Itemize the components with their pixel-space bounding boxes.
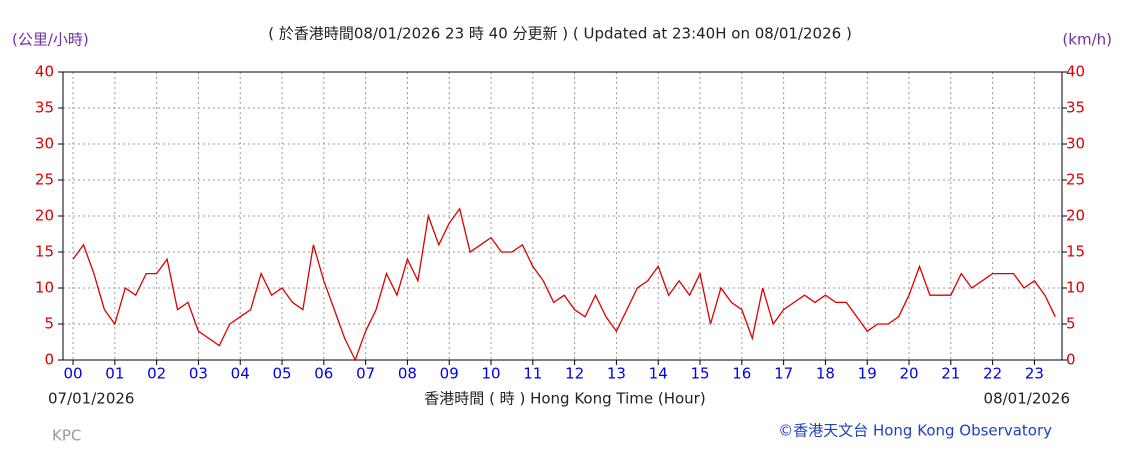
- x-tick-label: 15: [690, 365, 709, 383]
- y-tick-label: 35: [35, 99, 54, 117]
- y2-tick-label: 20: [1066, 207, 1085, 225]
- x-tick-label: 18: [816, 365, 835, 383]
- x-tick-label: 02: [147, 365, 166, 383]
- x-tick-label: 10: [481, 365, 500, 383]
- x-tick-label: 09: [440, 365, 459, 383]
- y-unit-left: (公里/小時): [12, 31, 89, 49]
- x-tick-label: 14: [649, 365, 668, 383]
- x-tick-label: 04: [231, 365, 250, 383]
- x-tick-label: 01: [105, 365, 124, 383]
- x-tick-label: 05: [272, 365, 291, 383]
- chart-title: ( 於香港時間08/01/2026 23 時 40 分更新 ) ( Update…: [268, 25, 852, 43]
- x-tick-label: 21: [941, 365, 960, 383]
- x-tick-label: 17: [774, 365, 793, 383]
- data-line: [72, 207, 1056, 362]
- y-tick-label: 25: [35, 171, 54, 189]
- y-tick-label: 20: [35, 207, 54, 225]
- y2-tick-label: 35: [1066, 99, 1085, 117]
- x-tick-label: 16: [732, 365, 751, 383]
- x-tick-label: 07: [356, 365, 375, 383]
- y2-tick-label: 10: [1066, 279, 1085, 297]
- end-date: 08/01/2026: [984, 390, 1070, 408]
- x-tick-label: 03: [189, 365, 208, 383]
- y2-tick-label: 5: [1066, 315, 1076, 333]
- y-tick-label: 0: [44, 351, 54, 369]
- x-tick-label: 22: [983, 365, 1002, 383]
- x-tick-label: 00: [63, 365, 82, 383]
- plot-frame: [62, 71, 1063, 361]
- start-date: 07/01/2026: [48, 390, 134, 408]
- y-unit-right: (km/h): [1062, 31, 1112, 49]
- y-tick-label: 30: [35, 135, 54, 153]
- y-tick-label: 5: [44, 315, 54, 333]
- y-tick-label: 10: [35, 279, 54, 297]
- x-tick-label: 06: [314, 365, 333, 383]
- x-tick-label: 23: [1025, 365, 1044, 383]
- credit: ©香港天文台 Hong Kong Observatory: [778, 422, 1052, 440]
- x-tick-label: 11: [523, 365, 542, 383]
- y2-tick-label: 0: [1066, 351, 1076, 369]
- y-tick-label: 40: [35, 63, 54, 81]
- y2-tick-label: 30: [1066, 135, 1085, 153]
- x-tick-label: 08: [398, 365, 417, 383]
- x-tick-label: 13: [607, 365, 626, 383]
- x-tick-label: 19: [858, 365, 877, 383]
- station: KPC: [52, 427, 81, 445]
- y2-tick-label: 15: [1066, 243, 1085, 261]
- x-tick-label: 12: [565, 365, 584, 383]
- x-axis-label: 香港時間 ( 時 ) Hong Kong Time (Hour): [424, 390, 705, 408]
- x-tick-label: 20: [899, 365, 918, 383]
- y-tick-label: 15: [35, 243, 54, 261]
- y2-tick-label: 40: [1066, 63, 1085, 81]
- y2-tick-label: 25: [1066, 171, 1085, 189]
